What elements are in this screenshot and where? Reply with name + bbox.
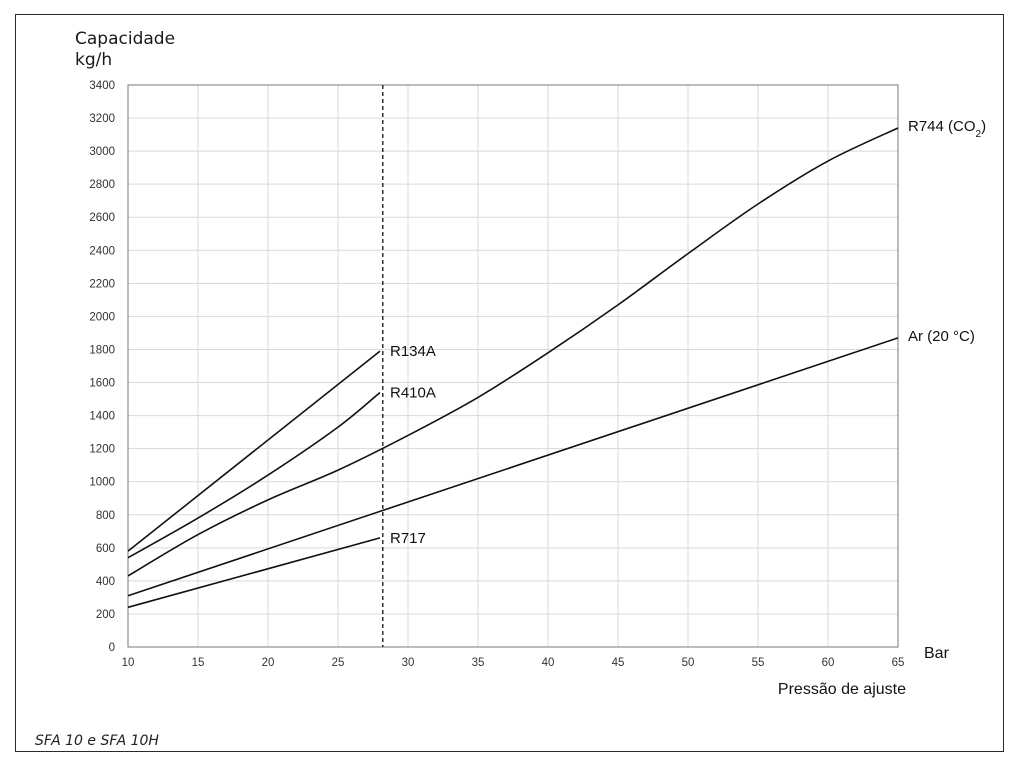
series-label-text-r134a: R134A <box>390 343 436 360</box>
y-tick-label-4: 800 <box>96 510 115 522</box>
series-label-r410a: R410A <box>390 384 436 401</box>
series-line-ar-20-c <box>127 337 899 597</box>
series-label-r717: R717 <box>390 530 426 547</box>
x-tick-label-9: 55 <box>752 657 765 669</box>
y-tick-label-1: 200 <box>96 609 115 621</box>
axes <box>127 84 899 648</box>
series-label-r134a: R134A <box>390 343 436 360</box>
y-tick-label-11: 2200 <box>89 278 115 290</box>
y-tick-label-16: 3200 <box>89 113 115 125</box>
x-unit-label: Bar <box>924 645 950 662</box>
series-label-suffix-r744-co: ) <box>981 118 986 135</box>
x-tick-label-1: 15 <box>192 657 205 669</box>
x-tick-label-8: 50 <box>682 657 695 669</box>
x-tick-label-2: 20 <box>262 657 275 669</box>
y-tick-label-3: 600 <box>96 543 115 555</box>
y-tick-label-14: 2800 <box>89 179 115 191</box>
series-line-r410a <box>127 391 381 559</box>
x-tick-label-6: 40 <box>542 657 555 669</box>
series-lines <box>127 85 899 647</box>
series-line-r717 <box>127 537 381 609</box>
series-label-text-r717: R717 <box>390 530 426 547</box>
x-tick-label-3: 25 <box>332 657 345 669</box>
x-tick-label-5: 35 <box>472 657 485 669</box>
series-label-text-ar-20-c: Ar (20 °C) <box>908 328 975 345</box>
y-tick-label-0: 0 <box>109 642 115 654</box>
x-tick-label-7: 45 <box>612 657 625 669</box>
series-label-ar-20-c: Ar (20 °C) <box>908 328 975 345</box>
y-tick-label-2: 400 <box>96 576 115 588</box>
series-line-r134a <box>127 350 381 552</box>
figure-caption: SFA 10 e SFA 10H <box>35 733 159 749</box>
y-tick-label-10: 2000 <box>89 311 115 323</box>
series-line-r744-co <box>127 127 899 577</box>
x-tick-label-0: 10 <box>122 657 135 669</box>
x-tick-label-11: 65 <box>892 657 905 669</box>
chart-frame: 10 15 20 25 30 35 40 45 50 55 60 65 0 200 400 600 800 100… <box>15 14 1004 752</box>
plot-border <box>127 84 899 648</box>
y-axis-title-line2: kg/h <box>75 50 113 70</box>
series-label-text-r410a: R410A <box>390 384 436 401</box>
y-tick-label-6: 1200 <box>89 444 115 456</box>
y-tick-label-13: 2600 <box>89 212 115 224</box>
tick-labels: 10 15 20 25 30 35 40 45 50 55 60 65 0 200 400 600 800 100… <box>89 80 904 669</box>
x-axis-title: Pressão de ajuste <box>778 681 906 698</box>
series-label-subscript-r744-co: 2 <box>976 128 982 139</box>
y-tick-label-5: 1000 <box>89 477 115 489</box>
series-labels: R134A R410A R744 (CO2) Ar (20 °C) R717 <box>390 118 986 547</box>
y-axis-title-line1: Capacidade <box>75 29 176 49</box>
y-tick-label-8: 1600 <box>89 378 115 390</box>
grid <box>127 84 899 648</box>
y-tick-label-12: 2400 <box>89 245 115 257</box>
x-tick-label-10: 60 <box>822 657 835 669</box>
y-tick-label-9: 1800 <box>89 344 115 356</box>
series-label-r744-co: R744 (CO2) <box>908 118 986 140</box>
chart-svg: 10 15 20 25 30 35 40 45 50 55 60 65 0 200 400 600 800 100… <box>89 80 986 698</box>
x-tick-label-4: 30 <box>402 657 415 669</box>
y-tick-label-7: 1400 <box>89 411 115 423</box>
y-tick-label-17: 3400 <box>89 80 115 92</box>
plot-area <box>128 85 898 647</box>
series-label-text-r744-co: R744 (CO <box>908 118 976 135</box>
y-tick-label-15: 3000 <box>89 146 115 158</box>
